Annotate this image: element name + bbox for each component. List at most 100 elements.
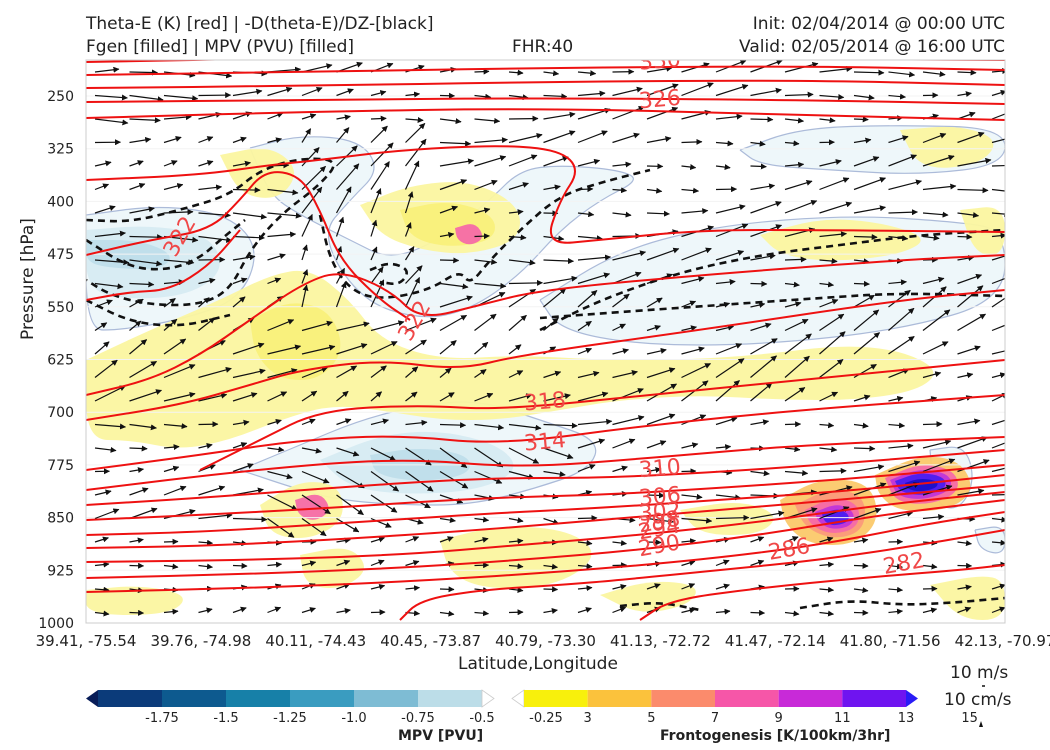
wind-vector-293 xyxy=(888,289,911,308)
wind-vector-222 xyxy=(301,244,308,261)
wind-vector-387 xyxy=(405,391,418,402)
wind-vector-441 xyxy=(405,447,432,466)
wind-vector-33 xyxy=(301,86,323,97)
wind-vector-456 xyxy=(922,439,952,449)
wind-vector-342 xyxy=(715,343,743,355)
forecast-hour: FHR:40 xyxy=(512,37,574,57)
mpv-colorbar-label: MPV [PVU] xyxy=(398,728,484,744)
wind-vector-31 xyxy=(232,88,263,97)
wind-vector-28 xyxy=(129,94,164,103)
y-tick-1000: 1000 xyxy=(38,616,74,632)
theta-e-contours xyxy=(86,60,1005,621)
wind-vector-331 xyxy=(336,343,368,355)
wind-vector-142 xyxy=(336,163,360,190)
wind-vector-266 xyxy=(888,279,907,286)
wind-vector-384 xyxy=(301,390,318,402)
wind-vector-474 xyxy=(612,465,628,473)
wind-vector-603 xyxy=(405,585,421,592)
wind-vector-256 xyxy=(543,275,578,285)
wind-vector-529 xyxy=(646,517,675,525)
wind-vector-443 xyxy=(474,447,504,468)
wind-vector-40 xyxy=(543,93,568,100)
wind-vector-617 xyxy=(888,586,904,593)
wind-vector-130 xyxy=(853,156,880,167)
wind-vector-349 xyxy=(957,345,981,355)
wind-vector-35 xyxy=(370,90,387,97)
wind-vectors xyxy=(94,60,1005,617)
x-tick-6: 41.47, -72.14 xyxy=(725,632,826,650)
wind-vector-439 xyxy=(336,447,360,457)
wind-vector-0 xyxy=(94,66,120,73)
wind-vector-312 xyxy=(612,323,626,332)
wind-vector-49 xyxy=(853,94,875,101)
wind-vector-320 xyxy=(888,307,915,331)
wind-vector-99 xyxy=(715,140,734,147)
wind-vector-525 xyxy=(508,517,524,524)
wind-vector-116 xyxy=(370,142,394,167)
wind-vector-90 xyxy=(405,123,426,143)
lapse-contour-6 xyxy=(539,292,1005,320)
wind-vector-197 xyxy=(370,219,378,237)
wind-vector-276 xyxy=(301,284,309,308)
ref-vector-vertical: 10 cm/s xyxy=(944,690,1012,710)
wind-vector-232 xyxy=(646,247,680,261)
wind-vector-437 xyxy=(267,446,285,453)
wind-vector-313 xyxy=(646,324,661,332)
theta-e-label-1: 334 xyxy=(638,39,682,68)
wind-vector-416 xyxy=(474,423,505,431)
wind-vector-399 xyxy=(819,391,839,402)
wind-vector-463 xyxy=(232,463,254,473)
wind-vector-627 xyxy=(301,607,316,614)
wind-vector-12 xyxy=(508,69,524,76)
wind-vector-377 xyxy=(991,372,1005,379)
wind-vector-639 xyxy=(715,608,731,615)
y-tick-775: 775 xyxy=(47,458,74,474)
lapse-contour-3 xyxy=(318,168,651,299)
fgen-colorbar-tick-5: 13 xyxy=(898,711,915,726)
wind-vector-323 xyxy=(991,324,1005,332)
wind-vector-364 xyxy=(543,370,562,379)
theta-e-contour-13 xyxy=(86,449,1005,506)
mpv-colorbar-swatch-0 xyxy=(86,690,98,707)
wind-vector-296 xyxy=(991,297,1005,308)
y-tick-925: 925 xyxy=(47,563,74,579)
wind-vector-454 xyxy=(853,445,876,452)
wind-vector-45 xyxy=(715,84,749,97)
shaded-region-36 xyxy=(455,224,482,245)
wind-vector-465 xyxy=(301,470,330,484)
wind-vector-248 xyxy=(267,277,282,285)
wind-vector-242 xyxy=(991,252,1005,261)
wind-vector-174 xyxy=(508,209,524,216)
wind-vector-318 xyxy=(819,313,845,331)
wind-vector-635 xyxy=(577,607,592,614)
wind-vector-567 xyxy=(94,561,110,568)
wind-vector-488 xyxy=(163,485,187,496)
wind-vector-433 xyxy=(129,445,148,452)
theta-e-contour-19 xyxy=(86,511,1005,593)
wind-vector-138 xyxy=(198,184,223,191)
wind-vector-196 xyxy=(335,216,345,237)
wind-vector-418 xyxy=(543,422,578,429)
y-tick-700: 700 xyxy=(47,405,74,421)
wind-vector-233 xyxy=(681,247,712,261)
wind-vector-171 xyxy=(404,191,414,214)
wind-vector-478 xyxy=(750,470,770,477)
wind-vector-36 xyxy=(405,91,421,98)
wind-vector-244 xyxy=(129,281,155,288)
wind-vector-329 xyxy=(267,344,302,355)
wind-vector-189 xyxy=(94,230,126,238)
wind-vector-123 xyxy=(612,161,632,168)
wind-vector-386 xyxy=(370,391,383,402)
wind-vector-194 xyxy=(267,231,297,238)
wind-vector-316 xyxy=(750,322,772,332)
wind-vector-185 xyxy=(888,209,918,216)
wind-vector-307 xyxy=(439,314,468,332)
wind-vector-285 xyxy=(612,293,630,308)
theta-e-label-7: 314 xyxy=(523,428,567,457)
wind-vector-421 xyxy=(646,413,676,426)
wind-vector-467 xyxy=(370,471,400,492)
wind-vector-133 xyxy=(957,157,992,167)
wind-vector-63 xyxy=(405,116,424,123)
wind-vector-554 xyxy=(577,540,593,546)
wind-vector-378 xyxy=(94,385,126,402)
